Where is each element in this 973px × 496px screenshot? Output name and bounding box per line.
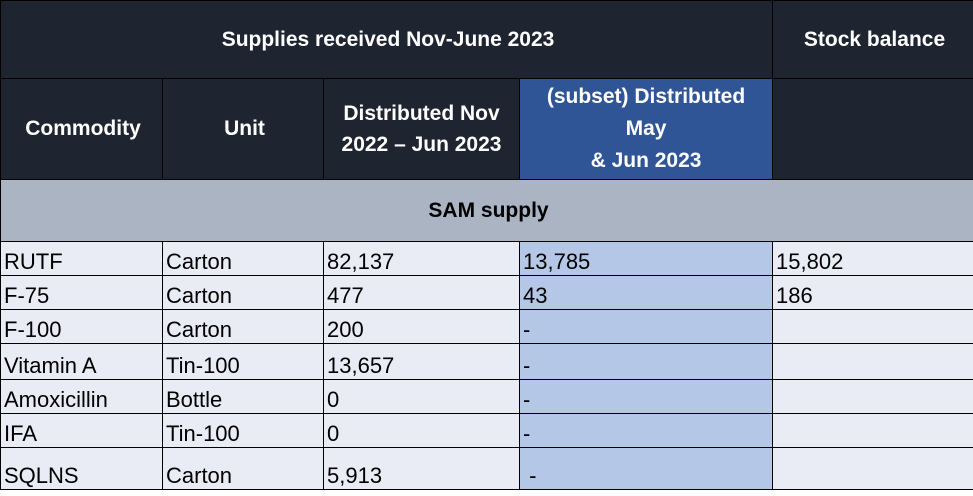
balance-cell [772, 309, 973, 344]
commodity-cell: Amoxicillin [0, 379, 163, 414]
table-row: Amoxicillin Bottle 0 - [0, 379, 973, 414]
subset-header-line-1: (subset) Distributed [546, 85, 746, 108]
distributed-header-line-2: 2022 – Jun 2023 [341, 133, 502, 156]
sam-supply-section: SAM supply [0, 179, 973, 242]
table-row: RUTF Carton 82,137 13,785 15,802 [0, 241, 973, 276]
subset-header-line-2: May [625, 117, 667, 140]
section-row: SAM supply [0, 179, 973, 242]
stock-balance-header-blank [772, 78, 973, 180]
commodity-cell: Vitamin A [0, 343, 163, 380]
balance-cell: 15,802 [772, 241, 973, 276]
subset-cell: - [518, 379, 774, 414]
supplies-received-header: Supplies received Nov-June 2023 [0, 0, 774, 79]
stock-balance-header: Stock balance [772, 0, 973, 79]
unit-cell: Carton [162, 309, 324, 344]
balance-cell [772, 379, 973, 414]
distributed-header-line-1: Distributed Nov [343, 102, 500, 125]
distributed-cell: 5,913 [323, 447, 520, 490]
distributed-cell: 200 [323, 309, 520, 344]
unit-cell: Carton [162, 275, 324, 310]
subset-header-line-3: & Jun 2023 [590, 149, 702, 172]
distributed-cell: 13,657 [323, 343, 520, 380]
unit-cell: Tin-100 [162, 343, 324, 380]
commodity-cell: F-100 [0, 309, 163, 344]
commodity-cell: RUTF [0, 241, 163, 276]
subset-cell: 13,785 [518, 241, 774, 276]
unit-cell: Tin-100 [162, 413, 324, 448]
unit-cell: Carton [162, 447, 324, 490]
column-header-row: Commodity Unit Distributed Nov 2022 – Ju… [0, 78, 973, 180]
subset-cell: - [518, 413, 774, 448]
subset-cell: - [518, 343, 774, 380]
commodity-header: Commodity [0, 78, 163, 180]
balance-cell: 186 [772, 275, 973, 310]
distributed-cell: 0 [323, 379, 520, 414]
subset-cell: 43 [518, 275, 774, 310]
unit-cell: Bottle [162, 379, 324, 414]
distributed-cell: 477 [323, 275, 520, 310]
subset-cell: - [518, 447, 774, 490]
unit-cell: Carton [162, 241, 324, 276]
distributed-cell: 0 [323, 413, 520, 448]
distributed-cell: 82,137 [323, 241, 520, 276]
table-row: F-100 Carton 200 - [0, 309, 973, 344]
title-row: Supplies received Nov-June 2023 Stock ba… [0, 0, 973, 79]
balance-cell [772, 413, 973, 448]
balance-cell [772, 343, 973, 380]
distributed-header: Distributed Nov 2022 – Jun 2023 [323, 78, 520, 180]
table-row: Vitamin A Tin-100 13,657 - [0, 343, 973, 380]
balance-cell [772, 447, 973, 490]
commodity-cell: IFA [0, 413, 163, 448]
subset-cell: - [518, 309, 774, 344]
table-row: IFA Tin-100 0 - [0, 413, 973, 448]
table-row: SQLNS Carton 5,913 - [0, 447, 973, 490]
table-row: F-75 Carton 477 43 186 [0, 275, 973, 310]
commodity-cell: F-75 [0, 275, 163, 310]
commodity-cell: SQLNS [0, 447, 163, 490]
subset-distributed-header: (subset) Distributed May & Jun 2023 [518, 78, 774, 180]
unit-header: Unit [162, 78, 324, 180]
